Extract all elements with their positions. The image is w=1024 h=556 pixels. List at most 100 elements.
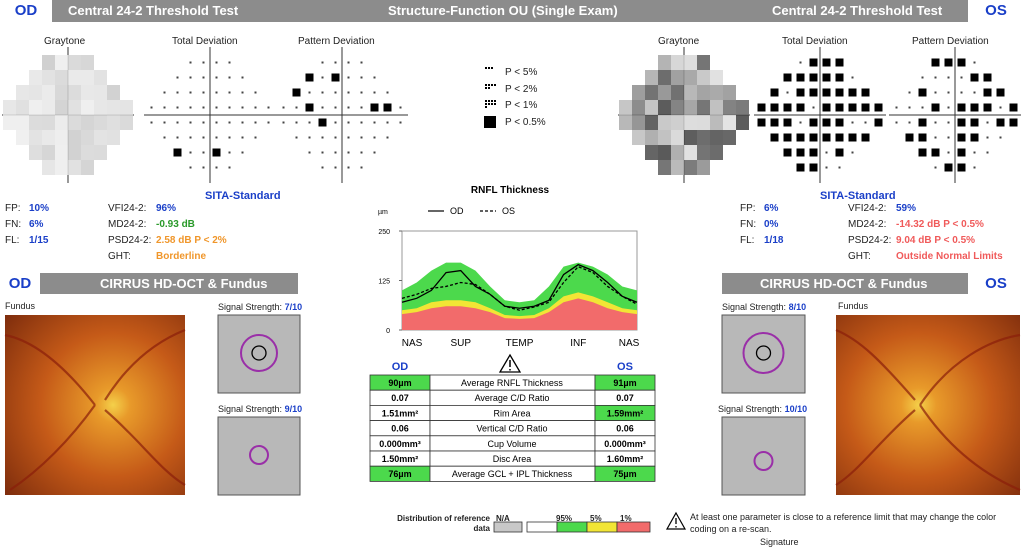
graytone-cell [645, 100, 658, 115]
distribution-cat: 5% [590, 514, 602, 523]
graytone-cell [645, 115, 658, 130]
prob-symbol [189, 151, 192, 154]
prob-symbol [150, 121, 153, 124]
prob-symbol [334, 166, 337, 169]
graytone-cell [94, 70, 107, 85]
prob-symbol [970, 73, 979, 82]
cell-value: 0.000mm³ [604, 439, 646, 449]
prob-symbol [770, 88, 779, 97]
prob-symbol [267, 106, 270, 109]
y-tick-label: 125 [378, 279, 390, 286]
graytone-cell [29, 115, 42, 130]
graytone-cell [671, 145, 684, 160]
prob-symbol [796, 163, 805, 172]
graytone-cell [645, 130, 658, 145]
prob-symbol [321, 166, 324, 169]
stat-label: FP: [740, 203, 756, 214]
oct-thumbnail [721, 416, 806, 496]
prob-symbol [947, 136, 950, 139]
prob-symbol [241, 91, 244, 94]
x-tick-label: SUP [450, 338, 471, 349]
graytone-cell [107, 85, 120, 100]
rnfl-line [401, 265, 638, 311]
prob-symbol [822, 88, 831, 97]
prob-symbol [331, 73, 340, 82]
graytone-cell [42, 100, 55, 115]
stat-label: GHT: [848, 251, 871, 262]
signal: Signal Strength: 10/10 [718, 403, 807, 415]
prob-symbol [957, 133, 966, 142]
prob-symbol [163, 91, 166, 94]
graytone-cell [16, 115, 29, 130]
prob-symbol [373, 91, 376, 94]
chart-title: RNFL Thickness [471, 185, 550, 196]
prob-symbol [934, 91, 937, 94]
stat-label: MD24-2: [848, 219, 887, 230]
legend-label: OS [502, 206, 515, 216]
prob-symbol [189, 106, 192, 109]
graytone-cell [16, 100, 29, 115]
graytone-cell [42, 160, 55, 175]
graytone-cell [671, 100, 684, 115]
graytone-cell [81, 130, 94, 145]
graytone-cell [94, 130, 107, 145]
prob-symbol [783, 148, 792, 157]
prob-symbol [228, 106, 231, 109]
prob-symbol [931, 103, 940, 112]
prob-symbol [228, 91, 231, 94]
section-bar [722, 273, 968, 294]
prob-symbol [228, 136, 231, 139]
stat-label: FL: [5, 235, 20, 246]
prob-symbol [757, 118, 766, 127]
prob-symbol [918, 118, 927, 127]
prob-symbol [822, 103, 831, 112]
cell-value: 0.000mm³ [379, 439, 421, 449]
graytone-cell [697, 130, 710, 145]
prob-symbol [321, 76, 324, 79]
graytone-cell [29, 145, 42, 160]
prob-symbol [202, 136, 205, 139]
prob-symbol [770, 118, 779, 127]
prob-symbol [347, 151, 350, 154]
header-bar [0, 0, 1024, 22]
graytone-cell [684, 100, 697, 115]
prob-symbol [957, 58, 966, 67]
prob-symbol [308, 121, 311, 124]
stat-value: 10% [29, 203, 50, 214]
prob-symbol [360, 106, 363, 109]
cell-label: Rim Area [493, 408, 530, 418]
prob-symbol [796, 148, 805, 157]
graytone-cell [658, 55, 671, 70]
legend-symbol [488, 87, 490, 89]
prob-symbol [864, 121, 867, 124]
prob-symbol [934, 76, 937, 79]
prob-symbol [228, 76, 231, 79]
prob-symbol [835, 73, 844, 82]
graytone-cell [697, 115, 710, 130]
prob-symbol [770, 103, 779, 112]
prob-symbol [960, 91, 963, 94]
graytone-cell [684, 70, 697, 85]
cell-value: 1.59mm² [607, 408, 644, 418]
x-tick-label: NAS [402, 338, 423, 349]
prob-symbol [334, 136, 337, 139]
prob-symbol [295, 106, 298, 109]
graytone-cell [671, 55, 684, 70]
legend-symbol [491, 103, 493, 105]
prob-symbol [215, 76, 218, 79]
signature: Signature [760, 537, 799, 547]
prob-symbol [295, 136, 298, 139]
prob-symbol [176, 136, 179, 139]
prob-symbol [254, 136, 257, 139]
prob-symbol [809, 58, 818, 67]
prob-symbol [399, 106, 402, 109]
graytone-cell [29, 130, 42, 145]
graytone-cell [55, 55, 68, 70]
prob-symbol [809, 88, 818, 97]
stat-value: 6% [29, 219, 44, 230]
plot-label: Pattern Deviation [298, 36, 375, 47]
prob-symbol [796, 88, 805, 97]
graytone-cell [671, 115, 684, 130]
legend-symbol [485, 87, 487, 89]
prob-symbol [1009, 103, 1018, 112]
